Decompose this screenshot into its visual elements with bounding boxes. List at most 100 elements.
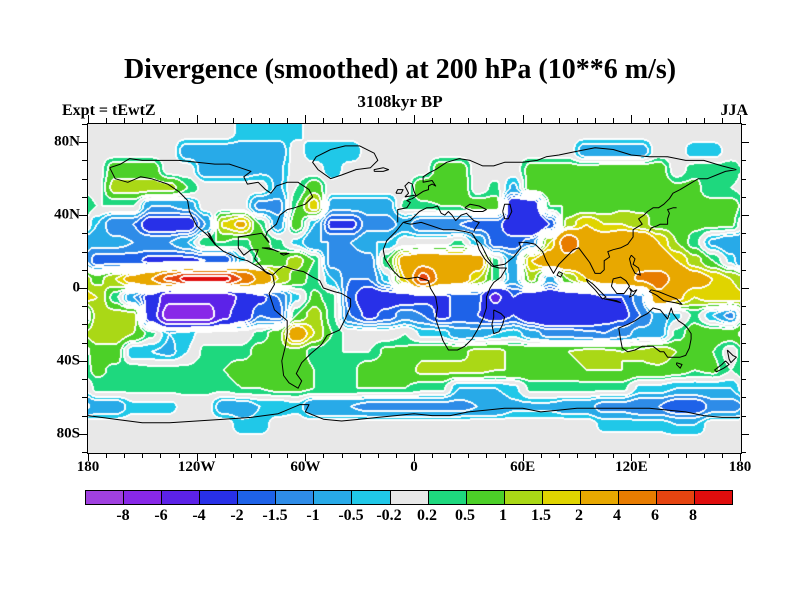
tick-mark	[450, 118, 451, 123]
colorbar-cell	[124, 491, 163, 504]
tick-mark	[704, 453, 705, 458]
colorbar-label: 2	[575, 507, 583, 524]
longitude-label: 0	[410, 459, 418, 475]
colorbar-cell	[314, 491, 353, 504]
tick-mark	[269, 118, 270, 123]
tick-mark	[79, 361, 87, 362]
tick-mark	[82, 197, 87, 198]
tick-mark	[269, 453, 270, 458]
tick-mark	[631, 453, 632, 461]
tick-mark	[88, 453, 89, 461]
tick-mark	[741, 142, 749, 143]
tick-mark	[160, 453, 161, 458]
tick-mark	[741, 306, 746, 307]
colorbar-label: -0.5	[338, 507, 364, 524]
tick-mark	[486, 118, 487, 123]
tick-mark	[741, 397, 746, 398]
tick-mark	[704, 118, 705, 123]
tick-mark	[741, 324, 746, 325]
colorbar-cell	[618, 491, 657, 504]
tick-mark	[82, 416, 87, 417]
tick-mark	[396, 453, 397, 458]
longitude-label: 180	[76, 459, 100, 475]
tick-mark	[233, 453, 234, 458]
tick-mark	[432, 118, 433, 123]
tick-mark	[342, 118, 343, 123]
tick-mark	[686, 453, 687, 458]
tick-mark	[450, 453, 451, 458]
tick-mark	[414, 115, 415, 123]
tick-mark	[741, 343, 746, 344]
longitude-label: 60W	[290, 459, 321, 475]
tick-mark	[741, 124, 746, 125]
tick-mark	[741, 179, 746, 180]
colorbar-cell	[162, 491, 201, 504]
tick-mark	[82, 233, 87, 234]
tick-mark	[160, 118, 161, 123]
colorbar-cell	[428, 491, 467, 504]
tick-mark	[215, 118, 216, 123]
colorbar-label: -1.5	[262, 507, 288, 524]
tick-mark	[142, 118, 143, 123]
tick-mark	[486, 453, 487, 458]
tick-mark	[468, 453, 469, 458]
tick-mark	[88, 115, 89, 123]
plot-subtitle: 3108kyr BP	[357, 92, 443, 111]
tick-mark	[323, 118, 324, 123]
tick-mark	[287, 118, 288, 123]
colorbar	[85, 490, 733, 505]
colorbar-cell	[656, 491, 695, 504]
coastlines-overlay	[88, 145, 740, 424]
tick-mark	[82, 397, 87, 398]
colorbar-label: 6	[651, 507, 659, 524]
tick-mark	[82, 179, 87, 180]
latitude-label: 40S	[56, 352, 80, 369]
tick-mark	[741, 252, 746, 253]
colorbar-cell	[695, 491, 733, 504]
tick-mark	[124, 453, 125, 458]
tick-mark	[741, 416, 746, 417]
tick-mark	[559, 453, 560, 458]
colorbar-label: -6	[154, 507, 168, 524]
colorbar-label: 1	[499, 507, 507, 524]
tick-mark	[741, 288, 749, 289]
longitude-label: 120W	[177, 459, 216, 475]
tick-mark	[179, 118, 180, 123]
tick-mark	[287, 453, 288, 458]
tick-mark	[649, 453, 650, 458]
colorbar-cell	[200, 491, 239, 504]
tick-mark	[79, 434, 87, 435]
colorbar-cell	[542, 491, 581, 504]
tick-mark	[197, 453, 198, 461]
tick-mark	[233, 118, 234, 123]
tick-mark	[305, 453, 306, 461]
tick-mark	[741, 434, 749, 435]
divergence-heatmap-canvas	[88, 124, 740, 452]
longitude-label: 60E	[510, 459, 536, 475]
tick-mark	[741, 361, 749, 362]
tick-mark	[505, 453, 506, 458]
tick-mark	[82, 452, 87, 453]
tick-mark	[595, 453, 596, 458]
tick-mark	[740, 453, 741, 461]
tick-mark	[686, 118, 687, 123]
tick-mark	[124, 118, 125, 123]
tick-mark	[142, 453, 143, 458]
tick-mark	[741, 233, 746, 234]
longitude-label: 120E	[615, 459, 648, 475]
colorbar-label: 4	[613, 507, 621, 524]
coastline-path	[88, 145, 740, 424]
tick-mark	[577, 118, 578, 123]
latitude-label: 40N	[54, 206, 80, 223]
tick-mark	[541, 453, 542, 458]
tick-mark	[505, 118, 506, 123]
tick-mark	[414, 453, 415, 461]
colorbar-cell	[238, 491, 277, 504]
colorbar-label: -1	[306, 507, 320, 524]
tick-mark	[82, 252, 87, 253]
tick-mark	[106, 118, 107, 123]
colorbar-label: -2	[230, 507, 244, 524]
longitude-label: 180	[728, 459, 752, 475]
tick-mark	[577, 453, 578, 458]
colorbar-cell	[504, 491, 543, 504]
